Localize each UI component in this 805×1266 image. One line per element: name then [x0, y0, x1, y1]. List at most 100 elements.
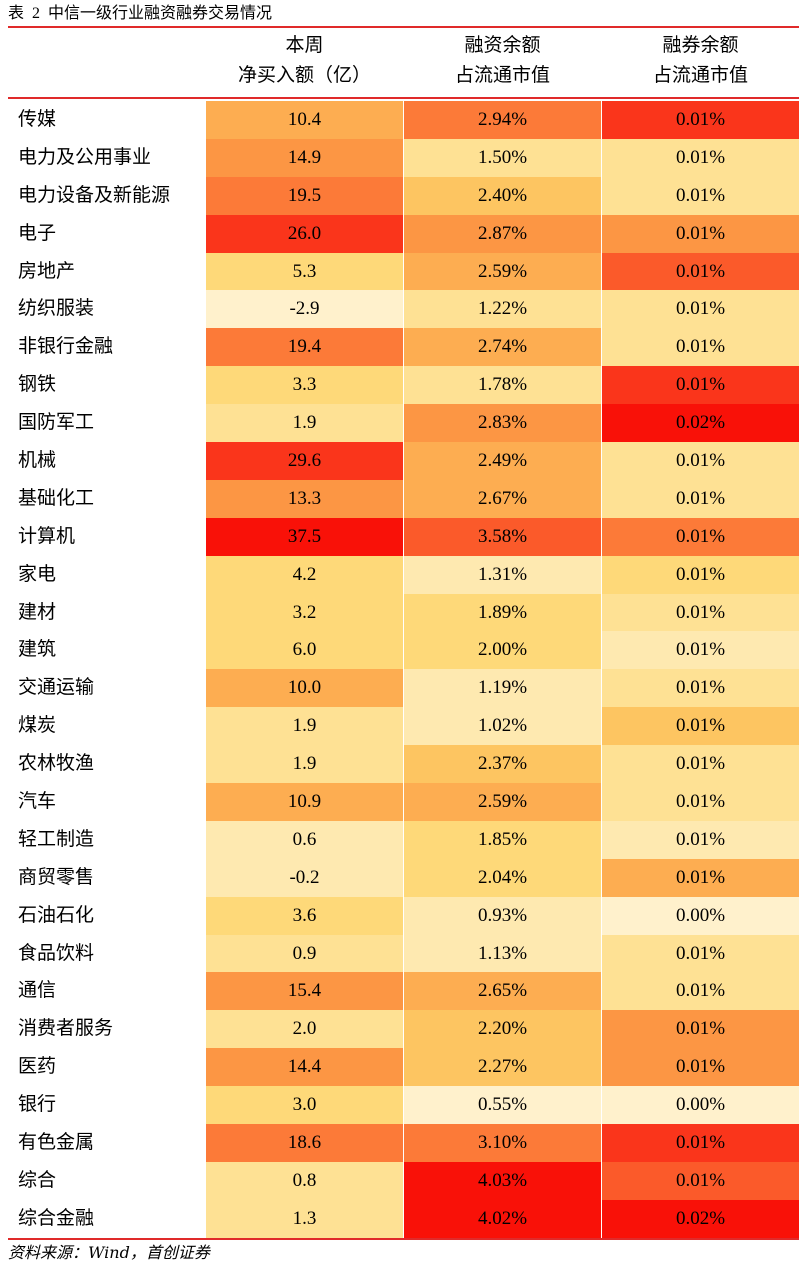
table-row: 国防军工 1.9 2.83% 0.02% [8, 404, 799, 443]
industry-name: 食品饮料 [18, 941, 95, 964]
net-buy-cell: 3.3 [206, 366, 403, 405]
financing-ratio-cell: 2.83% [404, 404, 601, 443]
table-row: 综合金融 1.3 4.02% 0.02% [8, 1199, 799, 1238]
industry-name: 国防军工 [18, 411, 95, 434]
financing-ratio-cell: 4.02% [404, 1199, 601, 1238]
financing-ratio-cell: 1.19% [404, 669, 601, 708]
industry-name: 商贸零售 [18, 865, 95, 888]
header-securities-line1: 融券余额 [662, 34, 739, 56]
industry-name: 家电 [18, 562, 57, 585]
securities-lending-ratio-cell: 0.01% [602, 1010, 799, 1049]
net-buy-cell: 19.4 [206, 328, 403, 367]
net-buy-cell: 29.6 [206, 442, 403, 480]
header-net-buy: 本周 净买入额（亿） [206, 30, 403, 94]
industry-name: 建筑 [18, 638, 57, 661]
net-buy-cell: 6.0 [206, 631, 403, 670]
net-buy-cell: 0.9 [206, 934, 403, 973]
header-securities-lending-ratio: 融券余额 占流通市值 [602, 30, 799, 94]
financing-ratio-cell: 1.50% [404, 138, 601, 177]
financing-ratio-cell: 2.65% [404, 972, 601, 1011]
table-row: 综合 0.8 4.03% 0.01% [8, 1161, 799, 1200]
industry-name: 有色金属 [18, 1131, 95, 1154]
table-label: 表 [8, 3, 25, 22]
financing-ratio-cell: 2.59% [404, 783, 601, 821]
securities-lending-ratio-cell: 0.01% [602, 1048, 799, 1087]
financing-ratio-cell: 0.55% [404, 1086, 601, 1125]
industry-name: 交通运输 [18, 676, 95, 699]
financing-ratio-cell: 2.04% [404, 858, 601, 897]
industry-name: 银行 [18, 1093, 57, 1116]
header-financing-ratio: 融资余额 占流通市值 [404, 30, 601, 94]
industry-name: 综合 [18, 1168, 57, 1191]
securities-lending-ratio-cell: 0.01% [602, 745, 799, 784]
table-row: 消费者服务 2.0 2.20% 0.01% [8, 1010, 799, 1049]
table-row: 有色金属 18.6 3.10% 0.01% [8, 1124, 799, 1162]
industry-name: 通信 [18, 979, 57, 1002]
net-buy-cell: 3.6 [206, 896, 403, 935]
net-buy-cell: 0.8 [206, 1161, 403, 1200]
table-row: 轻工制造 0.6 1.85% 0.01% [8, 820, 799, 859]
industry-name: 汽车 [18, 790, 57, 813]
securities-lending-ratio-cell: 0.02% [602, 1199, 799, 1238]
industry-name: 煤炭 [18, 714, 57, 737]
table-row: 商贸零售 -0.2 2.04% 0.01% [8, 858, 799, 897]
table-row: 煤炭 1.9 1.02% 0.01% [8, 707, 799, 746]
table-title: 表 2 中信一级行业融资融券交易情况 [8, 2, 272, 25]
header-net-buy-line2: 净买入额（亿） [237, 64, 371, 86]
securities-lending-ratio-cell: 0.01% [602, 366, 799, 405]
table-row: 交通运输 10.0 1.19% 0.01% [8, 669, 799, 708]
table-row: 家电 4.2 1.31% 0.01% [8, 555, 799, 594]
financing-ratio-cell: 1.89% [404, 593, 601, 632]
industry-name: 机械 [18, 449, 57, 472]
industry-name: 计算机 [18, 524, 76, 547]
table-title-text: 中信一级行业融资融券交易情况 [48, 3, 273, 22]
industry-name: 石油石化 [18, 903, 95, 926]
financing-ratio-cell: 0.93% [404, 896, 601, 935]
net-buy-cell: 1.9 [206, 404, 403, 443]
industry-name: 综合金融 [18, 1206, 95, 1229]
table-number: 2 [32, 5, 41, 22]
header-rule [8, 97, 799, 99]
industry-name: 电力及公用事业 [18, 145, 152, 168]
net-buy-cell: 14.9 [206, 138, 403, 177]
header-net-buy-line1: 本周 [285, 34, 324, 56]
securities-lending-ratio-cell: 0.01% [602, 328, 799, 367]
financing-ratio-cell: 2.40% [404, 176, 601, 215]
net-buy-cell: -2.9 [206, 290, 403, 329]
net-buy-cell: 26.0 [206, 214, 403, 253]
net-buy-cell: -0.2 [206, 858, 403, 897]
securities-lending-ratio-cell: 0.01% [602, 820, 799, 859]
table-row: 计算机 37.5 3.58% 0.01% [8, 517, 799, 556]
financing-ratio-cell: 2.87% [404, 214, 601, 253]
table-row: 建材 3.2 1.89% 0.01% [8, 593, 799, 632]
table-row: 农林牧渔 1.9 2.37% 0.01% [8, 745, 799, 784]
table-row: 钢铁 3.3 1.78% 0.01% [8, 366, 799, 405]
net-buy-cell: 1.9 [206, 745, 403, 784]
financing-ratio-cell: 1.02% [404, 707, 601, 746]
table-row: 电力设备及新能源 19.5 2.40% 0.01% [8, 176, 799, 215]
net-buy-cell: 15.4 [206, 972, 403, 1011]
industry-name: 消费者服务 [18, 1017, 114, 1040]
securities-lending-ratio-cell: 0.01% [602, 858, 799, 897]
net-buy-cell: 5.3 [206, 252, 403, 291]
source-note: 资料来源：Wind，首创证券 [8, 1243, 210, 1262]
table-row: 医药 14.4 2.27% 0.01% [8, 1048, 799, 1087]
table-row: 房地产 5.3 2.59% 0.01% [8, 252, 799, 291]
table-row: 电力及公用事业 14.9 1.50% 0.01% [8, 138, 799, 177]
net-buy-cell: 37.5 [206, 517, 403, 556]
table-row: 通信 15.4 2.65% 0.01% [8, 972, 799, 1011]
securities-lending-ratio-cell: 0.01% [602, 972, 799, 1011]
bottom-rule [8, 1238, 799, 1240]
financing-ratio-cell: 2.37% [404, 745, 601, 784]
securities-lending-ratio-cell: 0.00% [602, 896, 799, 935]
header-securities-line2: 占流通市值 [652, 64, 748, 86]
industry-name: 钢铁 [18, 373, 57, 396]
net-buy-cell: 1.3 [206, 1199, 403, 1238]
net-buy-cell: 14.4 [206, 1048, 403, 1087]
financing-ratio-cell: 1.31% [404, 555, 601, 594]
table-row: 机械 29.6 2.49% 0.01% [8, 442, 799, 480]
securities-lending-ratio-cell: 0.01% [602, 707, 799, 746]
securities-lending-ratio-cell: 0.01% [602, 1161, 799, 1200]
financing-ratio-cell: 2.94% [404, 101, 601, 139]
industry-name: 农林牧渔 [18, 752, 95, 775]
